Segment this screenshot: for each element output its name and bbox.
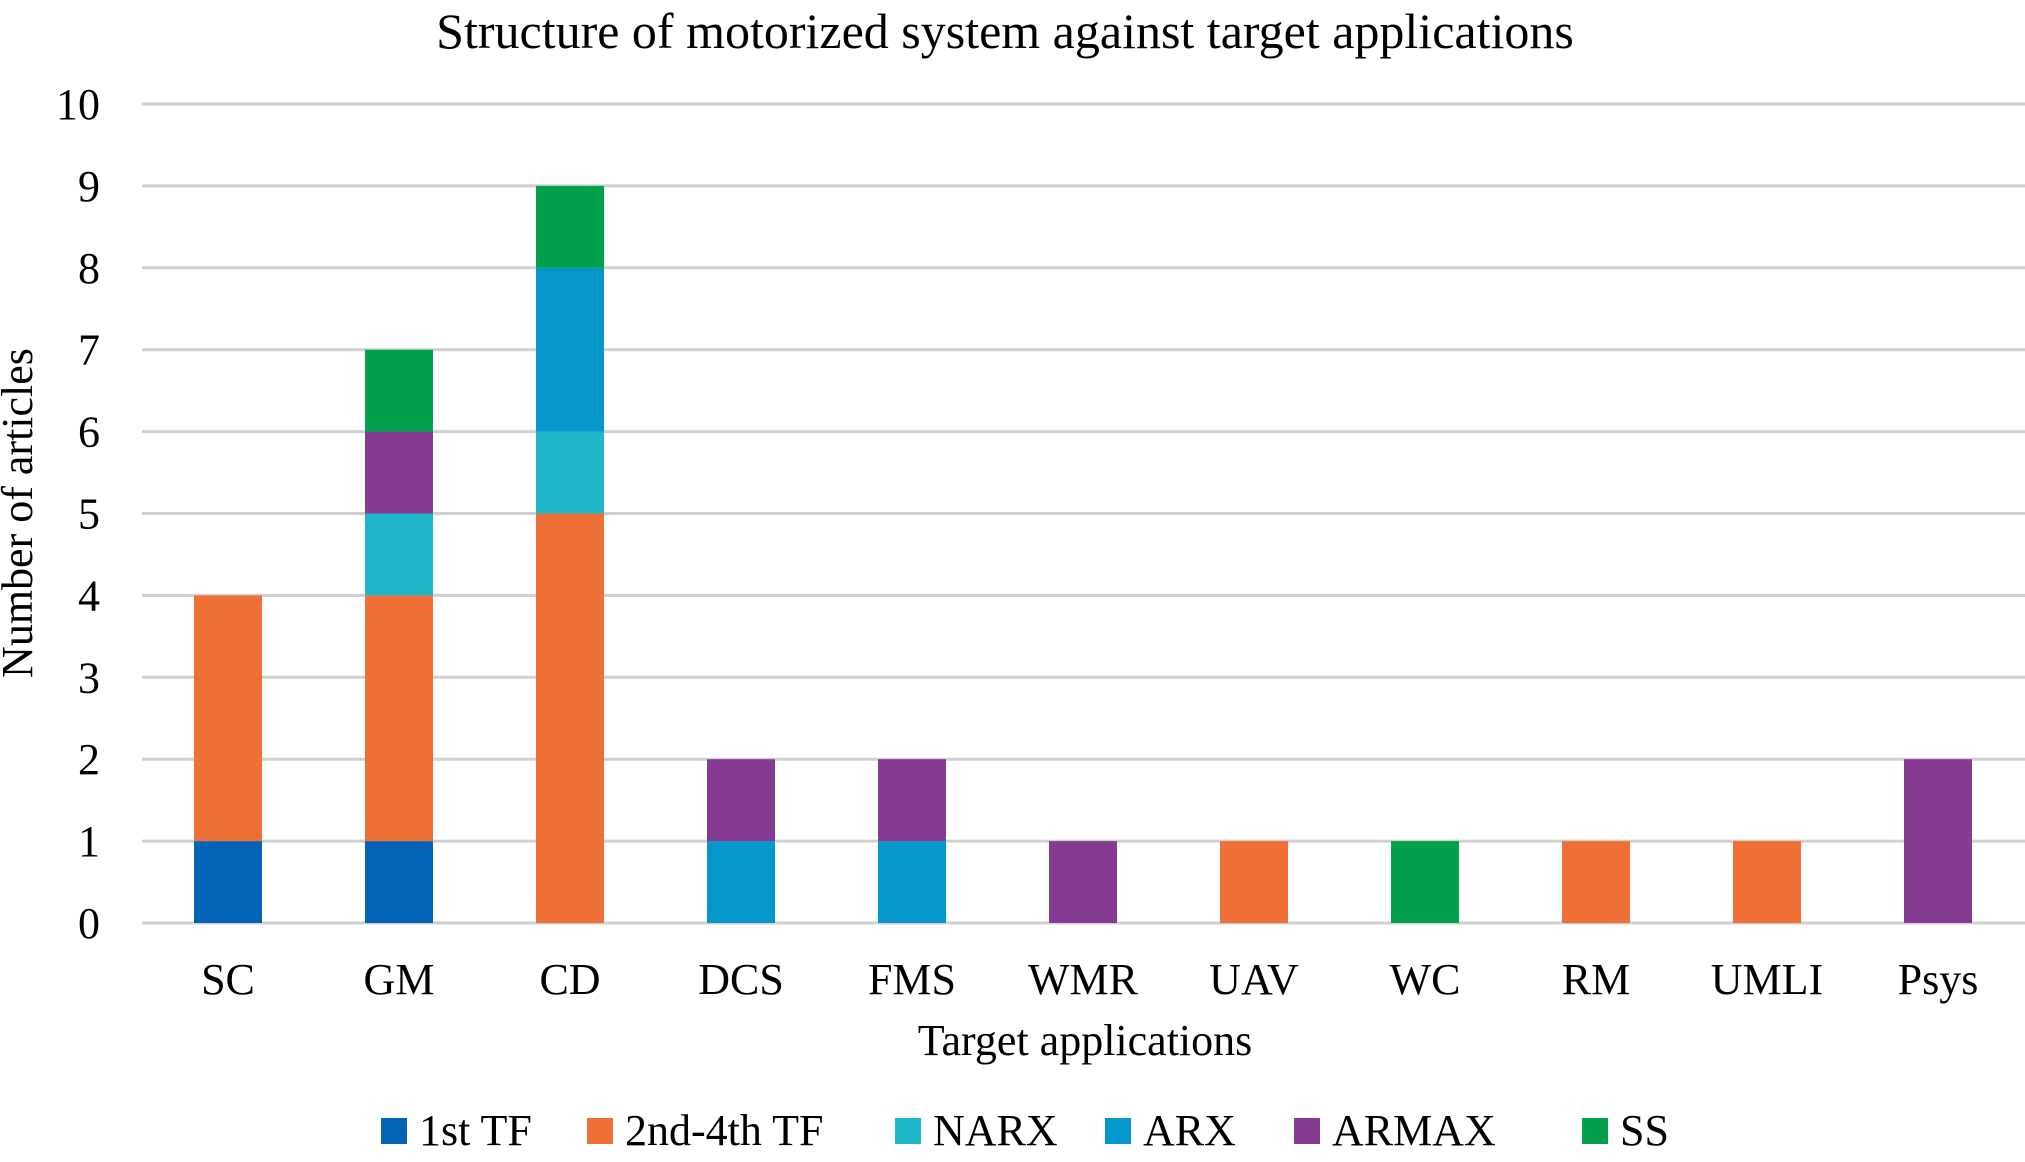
- gridlines: [142, 102, 2025, 925]
- bar-segment-cd-arx: [536, 267, 604, 432]
- legend-swatch-armax: [1294, 1118, 1320, 1144]
- legend-label: 2nd-4th TF: [625, 1106, 823, 1155]
- x-tick-label-sc: SC: [201, 955, 255, 1004]
- legend-swatch-arx: [1105, 1118, 1131, 1144]
- bar-segment-umli-2nd-4th-tf: [1733, 841, 1801, 923]
- y-axis-ticks: 0 1 2 3 4 5 6 7 8 9 10: [56, 80, 100, 948]
- bar-segment-rm-2nd-4th-tf: [1562, 841, 1630, 923]
- legend: 1st TF 2nd-4th TF NARX ARX ARMAX SS: [381, 1106, 1669, 1155]
- x-tick-label-cd: CD: [539, 955, 600, 1004]
- y-tick-label: 7: [78, 326, 100, 375]
- chart-title: Structure of motorized system against ta…: [436, 3, 1574, 59]
- legend-label: ARX: [1143, 1106, 1236, 1155]
- legend-swatch-2nd-4th-tf: [587, 1118, 613, 1144]
- x-tick-label-fms: FMS: [868, 955, 956, 1004]
- bars: [194, 185, 1972, 923]
- y-tick-label: 8: [78, 244, 100, 293]
- legend-swatch-ss: [1582, 1118, 1608, 1144]
- legend-swatch-narx: [895, 1118, 921, 1144]
- y-tick-label: 0: [78, 899, 100, 948]
- legend-swatch-1st-tf: [381, 1118, 407, 1144]
- x-axis-ticks: SC GM CD DCS FMS WMR UAV WC RM UMLI Psys: [201, 955, 1978, 1004]
- x-tick-label-wc: WC: [1390, 955, 1461, 1004]
- legend-label: ARMAX: [1332, 1106, 1496, 1155]
- bar-segment-fms-armax: [878, 759, 946, 842]
- y-tick-label: 1: [78, 817, 100, 866]
- bar-segment-cd-ss: [536, 185, 604, 268]
- legend-label: SS: [1620, 1106, 1669, 1155]
- x-axis-label: Target applications: [918, 1016, 1253, 1065]
- y-tick-label: 4: [78, 571, 100, 620]
- y-axis-label: Number of articles: [0, 348, 42, 678]
- y-tick-label: 10: [56, 80, 100, 129]
- x-tick-label-dcs: DCS: [698, 955, 784, 1004]
- bar-segment-fms-arx: [878, 841, 946, 923]
- bar-segment-gm-1st-tf: [365, 841, 433, 923]
- bar-segment-wmr-armax: [1049, 841, 1117, 923]
- y-tick-label: 9: [78, 162, 100, 211]
- bar-segment-wc-ss: [1391, 841, 1459, 923]
- x-tick-label-psys: Psys: [1898, 955, 1979, 1004]
- x-tick-label-wmr: WMR: [1028, 955, 1139, 1004]
- bar-segment-gm-armax: [365, 431, 433, 514]
- bar-segment-sc-1st-tf: [194, 841, 262, 923]
- bar-segment-uav-2nd-4th-tf: [1220, 841, 1288, 923]
- bar-segment-cd-narx: [536, 431, 604, 514]
- bar-segment-cd-2nd-4th-tf: [536, 513, 604, 923]
- bar-segment-gm-2nd-4th-tf: [365, 595, 433, 842]
- x-tick-label-umli: UMLI: [1711, 955, 1823, 1004]
- x-tick-label-uav: UAV: [1209, 955, 1299, 1004]
- x-tick-label-gm: GM: [364, 955, 435, 1004]
- bar-segment-psys-armax: [1904, 759, 1972, 923]
- bar-segment-dcs-armax: [707, 759, 775, 842]
- bar-segment-gm-ss: [365, 349, 433, 432]
- bar-segment-gm-narx: [365, 513, 433, 596]
- x-tick-label-rm: RM: [1562, 955, 1630, 1004]
- y-tick-label: 6: [78, 408, 100, 457]
- y-tick-label: 3: [78, 653, 100, 702]
- y-tick-label: 5: [78, 490, 100, 539]
- y-tick-label: 2: [78, 735, 100, 784]
- bar-segment-sc-2nd-4th-tf: [194, 595, 262, 842]
- legend-label: 1st TF: [419, 1106, 532, 1155]
- legend-label: NARX: [933, 1106, 1058, 1155]
- bar-segment-dcs-arx: [707, 841, 775, 923]
